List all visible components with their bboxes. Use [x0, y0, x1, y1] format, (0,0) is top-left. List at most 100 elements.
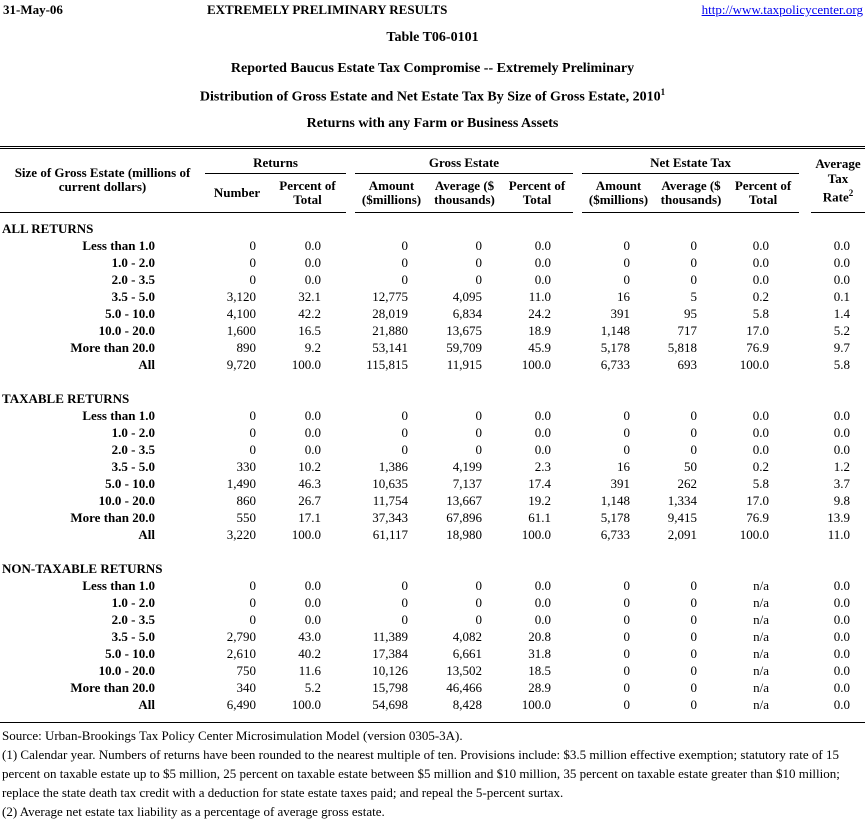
table-row: Less than 1.0 0 0.0 0 0 0.0 0 0 n/a 0.0: [0, 577, 865, 594]
gap-cell: [573, 407, 582, 424]
gap-cell: [799, 407, 811, 424]
cell-value: 0.0: [534, 594, 552, 610]
gap-cell: [799, 594, 811, 611]
cell-value: 0: [249, 424, 257, 440]
cell-value: 0: [475, 271, 483, 287]
cell-value: 0: [623, 696, 631, 712]
cell-value: 13.9: [827, 509, 851, 525]
cell-value: 0: [475, 237, 483, 253]
gap-cell: [799, 509, 811, 526]
cell-value: 1.2: [833, 458, 851, 474]
cell-value: 0.0: [534, 611, 552, 627]
gap-cell: [573, 594, 582, 611]
table-row: 10.0 - 20.0 1,600 16.5 21,880 13,675 18.9 1,14…: [0, 322, 865, 339]
taxpolicycenter-link[interactable]: http://www.taxpolicycenter.org: [701, 2, 863, 17]
table-row: 5.0 - 10.0 4,100 42.2 28,019 6,834 24.2 391 95 5…: [0, 305, 865, 322]
table-row: All 9,720 100.0 115,815 11,915 100.0 6,733 693 1…: [0, 356, 865, 373]
cell-value: 0: [623, 441, 631, 457]
cell-value: 3,220: [226, 526, 256, 542]
section-title: TAXABLE RETURNS: [2, 390, 130, 406]
cell-value: 0: [690, 696, 698, 712]
cell-value: 0.0: [833, 696, 851, 712]
cell-value: 1,490: [226, 475, 256, 491]
row-label: All: [138, 356, 155, 372]
table-row: 1.0 - 2.0 0 0.0 0 0 0.0 0 0 n/a 0.0: [0, 594, 865, 611]
gap-cell: [346, 475, 355, 492]
cell-value: 5,818: [667, 339, 698, 355]
cell-value: 0.0: [752, 441, 770, 457]
cell-value: 11,915: [446, 356, 482, 372]
gap-cell: [346, 305, 355, 322]
cell-value: 0: [249, 611, 257, 627]
row-label: 2.0 - 3.5: [111, 271, 155, 287]
cell-value: 11.0: [827, 526, 851, 542]
cell-value: 0: [690, 679, 698, 695]
cell-value: 0: [690, 577, 698, 593]
cell-value: 59,709: [446, 339, 482, 355]
cell-value: 0: [690, 254, 698, 270]
cell-value: 17.0: [746, 322, 770, 338]
cell-value: 0: [401, 237, 409, 253]
cell-value: 0: [249, 577, 257, 593]
col-header-size-of-gross-estate: Size of Gross Estate (millions of curren…: [0, 148, 205, 214]
cell-value: 17.4: [528, 475, 552, 491]
cell-value: 0: [475, 254, 483, 270]
cell-value: 43.0: [298, 628, 321, 644]
cell-value: 0: [475, 594, 483, 610]
gap-cell: [573, 441, 582, 458]
cell-value: 0.0: [304, 577, 321, 593]
cell-value: 0: [623, 577, 631, 593]
cell-value: 115,815: [366, 356, 408, 372]
gap-cell: [573, 356, 582, 373]
cell-value: 95: [684, 305, 698, 321]
cell-value: 0: [475, 611, 483, 627]
gap-cell: [799, 424, 811, 441]
gap-cell: [799, 458, 811, 475]
cell-value: 5.8: [833, 356, 851, 372]
cell-value: 50: [684, 458, 698, 474]
cell-value: 9.2: [304, 339, 321, 355]
cell-value: 6,490: [226, 696, 256, 712]
cell-value: 0.0: [833, 645, 851, 661]
row-label: 5.0 - 10.0: [105, 645, 155, 661]
col-header-net-amount: Amount ($millions): [582, 173, 656, 214]
gap-cell: [799, 526, 811, 543]
gap-cell: [346, 628, 355, 645]
cell-value: 0.0: [833, 407, 851, 423]
col-header-gross-percent: Percent of Total: [501, 173, 574, 214]
cell-value: 10,126: [372, 662, 408, 678]
cell-value: 0: [623, 628, 631, 644]
row-label: All: [138, 526, 155, 542]
source-note: Source: Urban-Brookings Tax Policy Cente…: [2, 727, 463, 743]
cell-value: 5: [690, 288, 698, 304]
table-row: 5.0 - 10.0 1,490 46.3 10,635 7,137 17.4 391 262…: [0, 475, 865, 492]
gap-cell: [799, 628, 811, 645]
cell-value: 1,334: [667, 492, 698, 508]
cell-value: 0: [690, 237, 698, 253]
cell-value: n/a: [753, 594, 770, 610]
returns-filter-title: Returns with any Farm or Business Assets: [306, 115, 559, 131]
row-label: More than 20.0: [70, 509, 155, 525]
spacer-row: [0, 543, 865, 560]
cell-value: 0: [401, 441, 409, 457]
section-title: NON-TAXABLE RETURNS: [2, 560, 163, 576]
gap-cell: [799, 305, 811, 322]
table-row: More than 20.0 890 9.2 53,141 59,709 45.9 5,17…: [0, 339, 865, 356]
cell-value: 2,610: [226, 645, 256, 661]
gap-cell: [573, 509, 582, 526]
cell-value: n/a: [753, 611, 770, 627]
spacer-cell: [0, 713, 865, 722]
table-row: More than 20.0 550 17.1 37,343 67,896 61.1 5,1…: [0, 509, 865, 526]
gap-cell: [346, 662, 355, 679]
cell-value: 890: [236, 339, 257, 355]
gap-cell: [346, 679, 355, 696]
cell-value: 550: [236, 509, 257, 525]
cell-value: 100.0: [521, 356, 552, 372]
row-label: More than 20.0: [70, 679, 155, 695]
group-header-row: Size of Gross Estate (millions of curren…: [0, 148, 865, 214]
cell-value: 0.0: [833, 611, 851, 627]
cell-value: 17,384: [372, 645, 408, 661]
gap-cell: [799, 475, 811, 492]
cell-value: 42.2: [298, 305, 321, 321]
cell-value: 5,178: [600, 509, 631, 525]
